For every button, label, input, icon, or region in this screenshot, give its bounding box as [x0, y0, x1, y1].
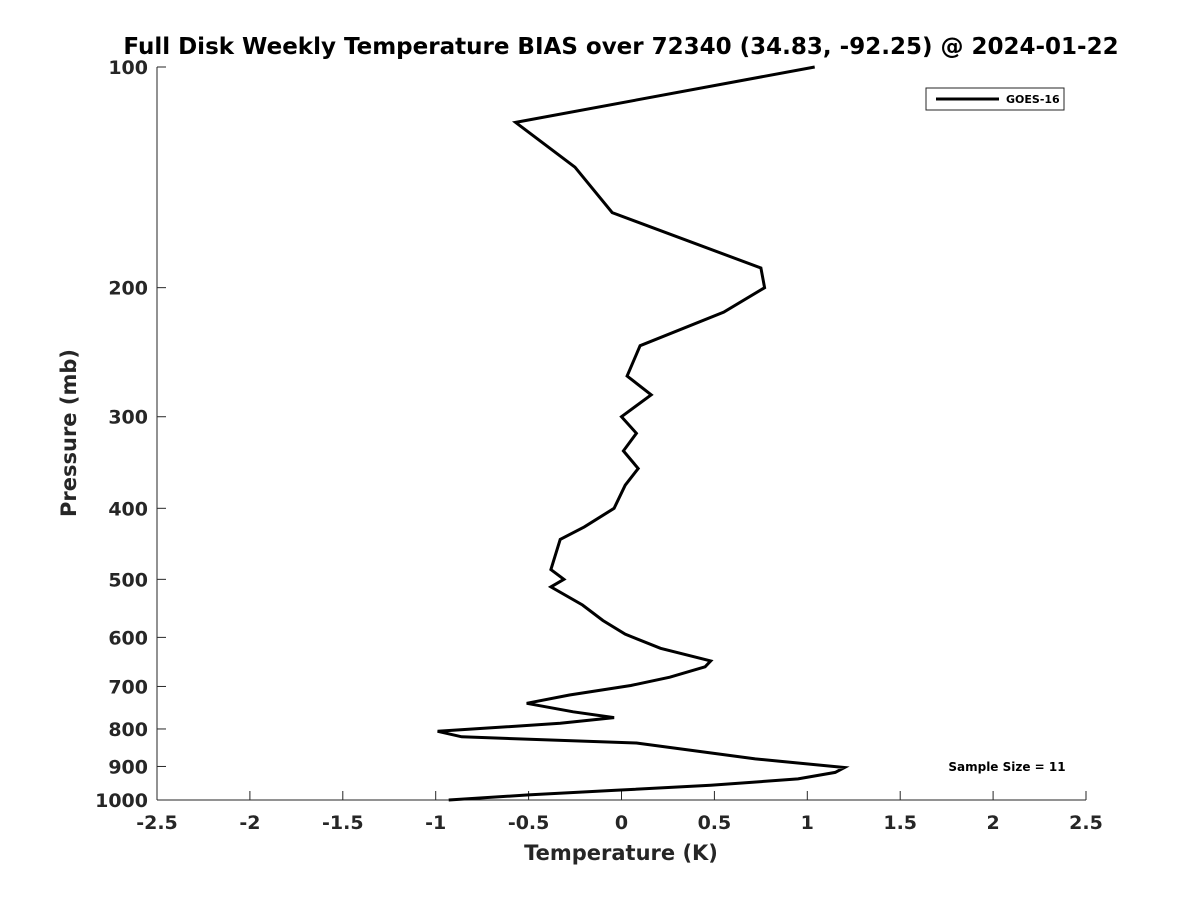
x-tick-label: -1 — [425, 812, 446, 834]
y-tick-label: 700 — [108, 676, 148, 698]
x-tick-label: -2 — [239, 812, 260, 834]
x-axis-label: Temperature (K) — [524, 841, 718, 865]
y-axis-ticks: 100 200 300 400 500 600 700 800 900 1000 — [95, 57, 166, 812]
x-tick-label: 2.5 — [1069, 812, 1103, 834]
y-axis-label: Pressure (mb) — [57, 349, 81, 517]
legend-label-goes-16: GOES-16 — [1006, 93, 1060, 106]
y-tick-label: 500 — [108, 569, 148, 591]
x-tick-label: -0.5 — [508, 812, 550, 834]
series-layer — [437, 65, 850, 802]
x-tick-label: 1.5 — [883, 812, 917, 834]
x-tick-label: 1 — [801, 812, 814, 834]
x-tick-label: -2.5 — [136, 812, 178, 834]
chart-title: Full Disk Weekly Temperature BIAS over 7… — [123, 34, 1118, 60]
series-line-goes-16 — [437, 65, 850, 802]
y-tick-label: 1000 — [95, 790, 148, 812]
x-tick-label: 0.5 — [698, 812, 732, 834]
y-tick-label: 600 — [108, 627, 148, 649]
y-tick-label: 100 — [108, 57, 148, 79]
sample-size-annotation: Sample Size = 11 — [948, 760, 1065, 774]
y-tick-label: 300 — [108, 407, 148, 429]
x-tick-label: 0 — [615, 812, 628, 834]
x-tick-label: 2 — [986, 812, 999, 834]
y-tick-label: 200 — [108, 278, 148, 300]
y-tick-label: 400 — [108, 498, 148, 520]
legend: GOES-16 — [925, 87, 1065, 111]
y-tick-label: 800 — [108, 719, 148, 741]
x-tick-label: -1.5 — [322, 812, 364, 834]
x-axis-ticks: -2.5 -2 -1.5 -1 -0.5 0 0.5 1 1.5 2 2.5 — [136, 791, 1103, 834]
y-tick-label: 900 — [108, 756, 148, 778]
